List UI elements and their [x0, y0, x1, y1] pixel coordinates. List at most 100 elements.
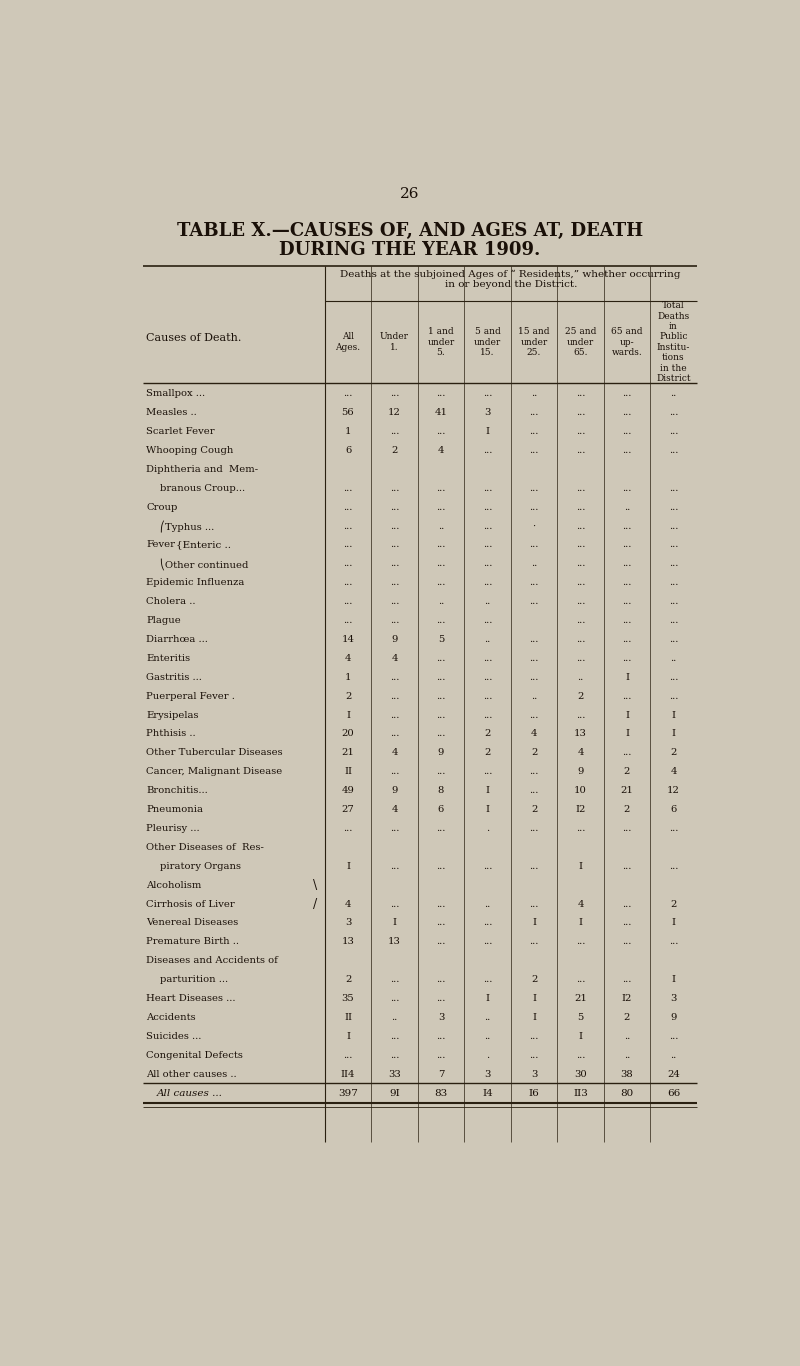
Text: ...: ...: [576, 559, 585, 568]
Text: 13: 13: [574, 729, 587, 739]
Text: 21: 21: [621, 787, 634, 795]
Text: 3: 3: [670, 994, 677, 1003]
Text: Total
Deaths
in
Public
Institu-
tions
in the
District: Total Deaths in Public Institu- tions in…: [656, 302, 691, 382]
Text: 2: 2: [484, 729, 490, 739]
Text: ...: ...: [436, 691, 446, 701]
Text: 4: 4: [391, 654, 398, 663]
Text: Epidemic Influenza: Epidemic Influenza: [146, 578, 245, 587]
Text: ...: ...: [576, 445, 585, 455]
Text: ..: ..: [670, 654, 677, 663]
Text: 4: 4: [438, 445, 444, 455]
Text: I: I: [578, 862, 582, 870]
Text: 66: 66: [667, 1089, 680, 1097]
Text: ...: ...: [390, 994, 399, 1003]
Text: ...: ...: [343, 824, 353, 833]
Text: ...: ...: [436, 975, 446, 984]
Text: ...: ...: [390, 710, 399, 720]
Text: ...: ...: [483, 522, 492, 530]
Text: 38: 38: [621, 1070, 634, 1079]
Text: ...: ...: [576, 522, 585, 530]
Text: 2: 2: [624, 768, 630, 776]
Text: DURING THE YEAR 1909.: DURING THE YEAR 1909.: [279, 240, 541, 260]
Text: ...: ...: [530, 654, 538, 663]
Text: 6: 6: [438, 805, 444, 814]
Text: ...: ...: [390, 484, 399, 493]
Text: ...: ...: [483, 578, 492, 587]
Text: 12: 12: [388, 408, 401, 417]
Text: 3: 3: [484, 408, 490, 417]
Text: I6: I6: [529, 1089, 539, 1097]
Text: Diphtheria and  Mem-: Diphtheria and Mem-: [146, 464, 258, 474]
Text: ...: ...: [530, 541, 538, 549]
Text: ...: ...: [576, 616, 585, 626]
Text: ...: ...: [436, 918, 446, 928]
Text: 2: 2: [624, 805, 630, 814]
Text: ...: ...: [390, 768, 399, 776]
Text: 49: 49: [342, 787, 354, 795]
Text: 4: 4: [578, 900, 584, 908]
Text: I: I: [486, 428, 490, 436]
Text: I: I: [671, 975, 675, 984]
Text: ...: ...: [530, 787, 538, 795]
Text: ..: ..: [624, 1031, 630, 1041]
Text: ...: ...: [483, 559, 492, 568]
Text: II: II: [344, 1014, 352, 1022]
Text: 2: 2: [670, 749, 677, 757]
Text: ...: ...: [622, 522, 632, 530]
Text: Diseases and Accidents of: Diseases and Accidents of: [146, 956, 278, 966]
Text: /: /: [314, 897, 318, 911]
Text: All causes ...: All causes ...: [157, 1089, 222, 1097]
Text: ...: ...: [576, 541, 585, 549]
Text: ...: ...: [622, 654, 632, 663]
Text: ...: ...: [436, 729, 446, 739]
Text: Cancer, Malignant Disease: Cancer, Malignant Disease: [146, 768, 282, 776]
Text: 15 and
under
25.: 15 and under 25.: [518, 328, 550, 357]
Text: ...: ...: [576, 578, 585, 587]
Text: ...: ...: [622, 445, 632, 455]
Text: 5: 5: [438, 635, 444, 643]
Text: ...: ...: [669, 503, 678, 512]
Text: 30: 30: [574, 1070, 587, 1079]
Text: 3: 3: [531, 1070, 537, 1079]
Text: I: I: [486, 805, 490, 814]
Text: ...: ...: [436, 862, 446, 870]
Text: 2: 2: [345, 691, 351, 701]
Text: ...: ...: [622, 749, 632, 757]
Text: 4: 4: [345, 654, 351, 663]
Text: II3: II3: [573, 1089, 588, 1097]
Text: ...: ...: [530, 710, 538, 720]
Text: 6: 6: [670, 805, 677, 814]
Text: 14: 14: [342, 635, 354, 643]
Text: ...: ...: [669, 578, 678, 587]
Text: 3: 3: [345, 918, 351, 928]
Text: ...: ...: [669, 1031, 678, 1041]
Text: 2: 2: [670, 900, 677, 908]
Text: ..: ..: [484, 1031, 490, 1041]
Text: ...: ...: [669, 541, 678, 549]
Text: ...: ...: [436, 578, 446, 587]
Text: 2: 2: [578, 691, 584, 701]
Text: ...: ...: [576, 654, 585, 663]
Text: ...: ...: [530, 484, 538, 493]
Text: ...: ...: [669, 937, 678, 947]
Text: ...: ...: [669, 673, 678, 682]
Text: ...: ...: [669, 824, 678, 833]
Text: ...: ...: [436, 900, 446, 908]
Text: Deaths at the subjoined Ages of “ Residents,” whether occurring: Deaths at the subjoined Ages of “ Reside…: [341, 269, 681, 279]
Text: 2: 2: [531, 975, 537, 984]
Text: ...: ...: [483, 710, 492, 720]
Text: ...: ...: [436, 428, 446, 436]
Text: Heart Diseases ...: Heart Diseases ...: [146, 994, 236, 1003]
Text: ...: ...: [483, 918, 492, 928]
Text: ...: ...: [622, 918, 632, 928]
Text: ...: ...: [390, 389, 399, 399]
Text: Plague: Plague: [146, 616, 182, 626]
Text: ...: ...: [390, 729, 399, 739]
Text: 6: 6: [345, 445, 351, 455]
Text: ...: ...: [436, 673, 446, 682]
Text: ...: ...: [669, 597, 678, 607]
Text: ...: ...: [390, 1050, 399, 1060]
Text: 9: 9: [391, 635, 398, 643]
Text: ...: ...: [622, 408, 632, 417]
Text: ...: ...: [390, 673, 399, 682]
